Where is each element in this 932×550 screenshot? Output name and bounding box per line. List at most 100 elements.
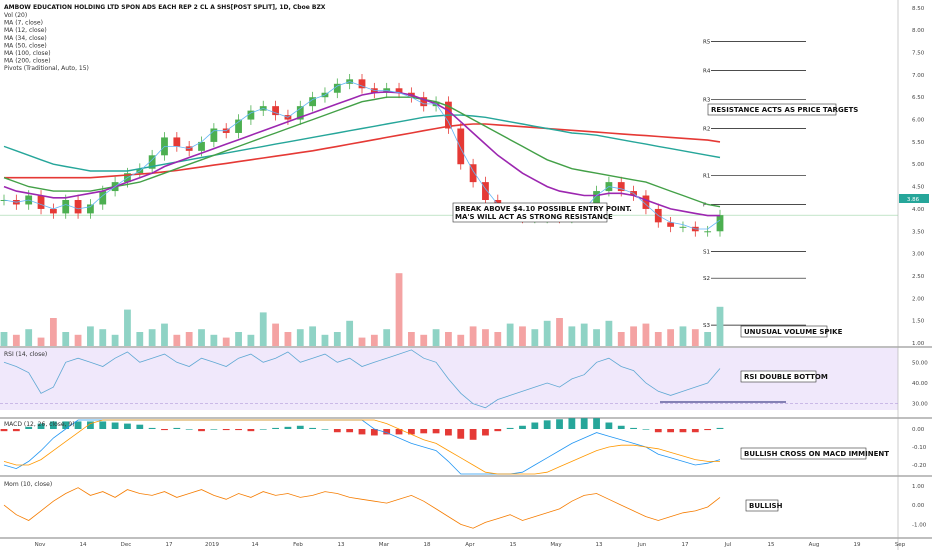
pivot-label: P [703, 202, 707, 208]
price-tick: 3.50 [912, 229, 925, 235]
macd-hist-bar [87, 421, 94, 429]
volume-bar [543, 320, 551, 346]
macd-hist-bar [284, 426, 292, 429]
volume-bar [296, 329, 304, 346]
macd-hist-bar [247, 429, 255, 432]
mom-tick: -1.00 [912, 522, 927, 528]
volume-bar [62, 332, 70, 346]
candle-body [333, 83, 341, 93]
macd-hist-bar [235, 429, 242, 431]
x-tick: Nov [35, 542, 46, 548]
x-tick: 17 [682, 542, 689, 548]
pivot-label: R3 [703, 97, 711, 103]
macd-hist-bar [667, 429, 675, 433]
price-tick: 7.00 [912, 73, 925, 79]
macd-hist-bar [25, 426, 33, 429]
price-tick: 8.00 [912, 28, 925, 34]
candle-body [198, 141, 205, 151]
annotation-macd: BULLISH CROSS ON MACD IMMINENT [740, 447, 889, 460]
macd-hist-bar [272, 427, 279, 429]
volume-bar [568, 326, 576, 346]
legend-item: MA (12, close) [4, 27, 47, 34]
mom-tick: 0.00 [912, 503, 925, 509]
macd-hist-bar [457, 429, 465, 439]
x-tick: Apr [465, 542, 475, 548]
price-tick: 1.50 [912, 319, 925, 325]
candle-body [358, 79, 366, 89]
mom-legend: Mom (10, close) [4, 481, 52, 488]
x-tick: May [550, 542, 562, 548]
volume-bar [494, 332, 502, 346]
svg-text:BULLISH CROSS ON MACD IMMINENT: BULLISH CROSS ON MACD IMMINENT [744, 450, 889, 458]
svg-text:BREAK ABOVE $4.10 POSSIBLE ENT: BREAK ABOVE $4.10 POSSIBLE ENTRY POINT. [455, 205, 632, 213]
pivot-label: R5 [703, 39, 711, 45]
volume-bar [99, 329, 107, 346]
legend-item: Pivots (Traditional, Auto, 15) [4, 65, 89, 72]
candle-body [173, 137, 181, 147]
x-tick: Jun [637, 542, 647, 548]
macd-hist-bar [432, 429, 440, 434]
volume-bar [12, 334, 20, 346]
macd-hist-bar [173, 427, 181, 429]
candle-body [0, 199, 8, 201]
macd-hist-bar [346, 429, 354, 433]
x-tick: 15 [510, 542, 517, 548]
rsi-line [3, 349, 721, 409]
ma100-line [3, 114, 721, 172]
candle-body [642, 195, 650, 209]
volume-bar [642, 323, 650, 346]
x-tick: 17 [166, 542, 173, 548]
x-tick: 2019 [205, 542, 219, 548]
x-tick: 18 [424, 542, 431, 548]
chart-title: AMBOW EDUCATION HOLDING LTD SPON ADS EAC… [4, 4, 326, 11]
volume-bar [210, 334, 218, 346]
price-tick: 6.00 [912, 118, 925, 124]
candle-body [272, 106, 279, 116]
annotation-mom: BULLISH [745, 499, 783, 512]
macd-hist-bar [568, 418, 576, 429]
last-price-label: 3.86 [907, 197, 920, 203]
macd-hist-bar [333, 429, 341, 433]
candle-body [593, 191, 600, 209]
macd-hist-bar [309, 427, 317, 429]
price-tick: 7.50 [912, 51, 925, 57]
x-tick: 15 [768, 542, 775, 548]
macd-tick: 0.00 [912, 427, 925, 433]
candle-body [679, 226, 687, 228]
legend-item: MA (200, close) [4, 58, 51, 65]
ma50-line [3, 96, 721, 208]
volume-bar [716, 306, 724, 346]
macd-hist-bar [679, 429, 687, 433]
volume-bar [506, 323, 514, 346]
macd-hist-bar [222, 429, 230, 431]
x-tick: Feb [293, 542, 303, 548]
macd-hist-bar [395, 429, 403, 435]
volume-bar [420, 334, 428, 346]
candle-body [395, 88, 403, 93]
x-tick: 19 [854, 542, 861, 548]
annotation-volume-spike: UNUSUAL VOLUME SPIKE [740, 325, 843, 338]
candle-body [309, 97, 317, 107]
volume-bar [383, 329, 391, 346]
macd-hist-bar [148, 427, 156, 429]
pivot-label: R1 [703, 173, 710, 179]
candle-body [617, 182, 625, 192]
rsi-tick: 40.00 [912, 381, 928, 387]
macd-hist-bar [62, 421, 70, 429]
volume-bar [704, 332, 712, 346]
volume-bar [593, 329, 600, 346]
volume-bar [87, 326, 94, 346]
candle-body [469, 164, 477, 183]
macd-hist-bar [420, 429, 428, 434]
x-tick: 13 [596, 542, 603, 548]
macd-hist-bar [617, 425, 625, 429]
macd-hist-bar [691, 429, 699, 433]
macd-hist-bar [407, 429, 415, 435]
svg-text:RSI DOUBLE BOTTOM: RSI DOUBLE BOTTOM [744, 373, 828, 381]
candle-body [482, 182, 489, 200]
candle-body [87, 204, 94, 214]
macd-hist-bar [210, 429, 218, 430]
price-tick: 8.50 [912, 6, 925, 12]
volume-bar [136, 332, 144, 346]
price-tick: 2.00 [912, 296, 925, 302]
